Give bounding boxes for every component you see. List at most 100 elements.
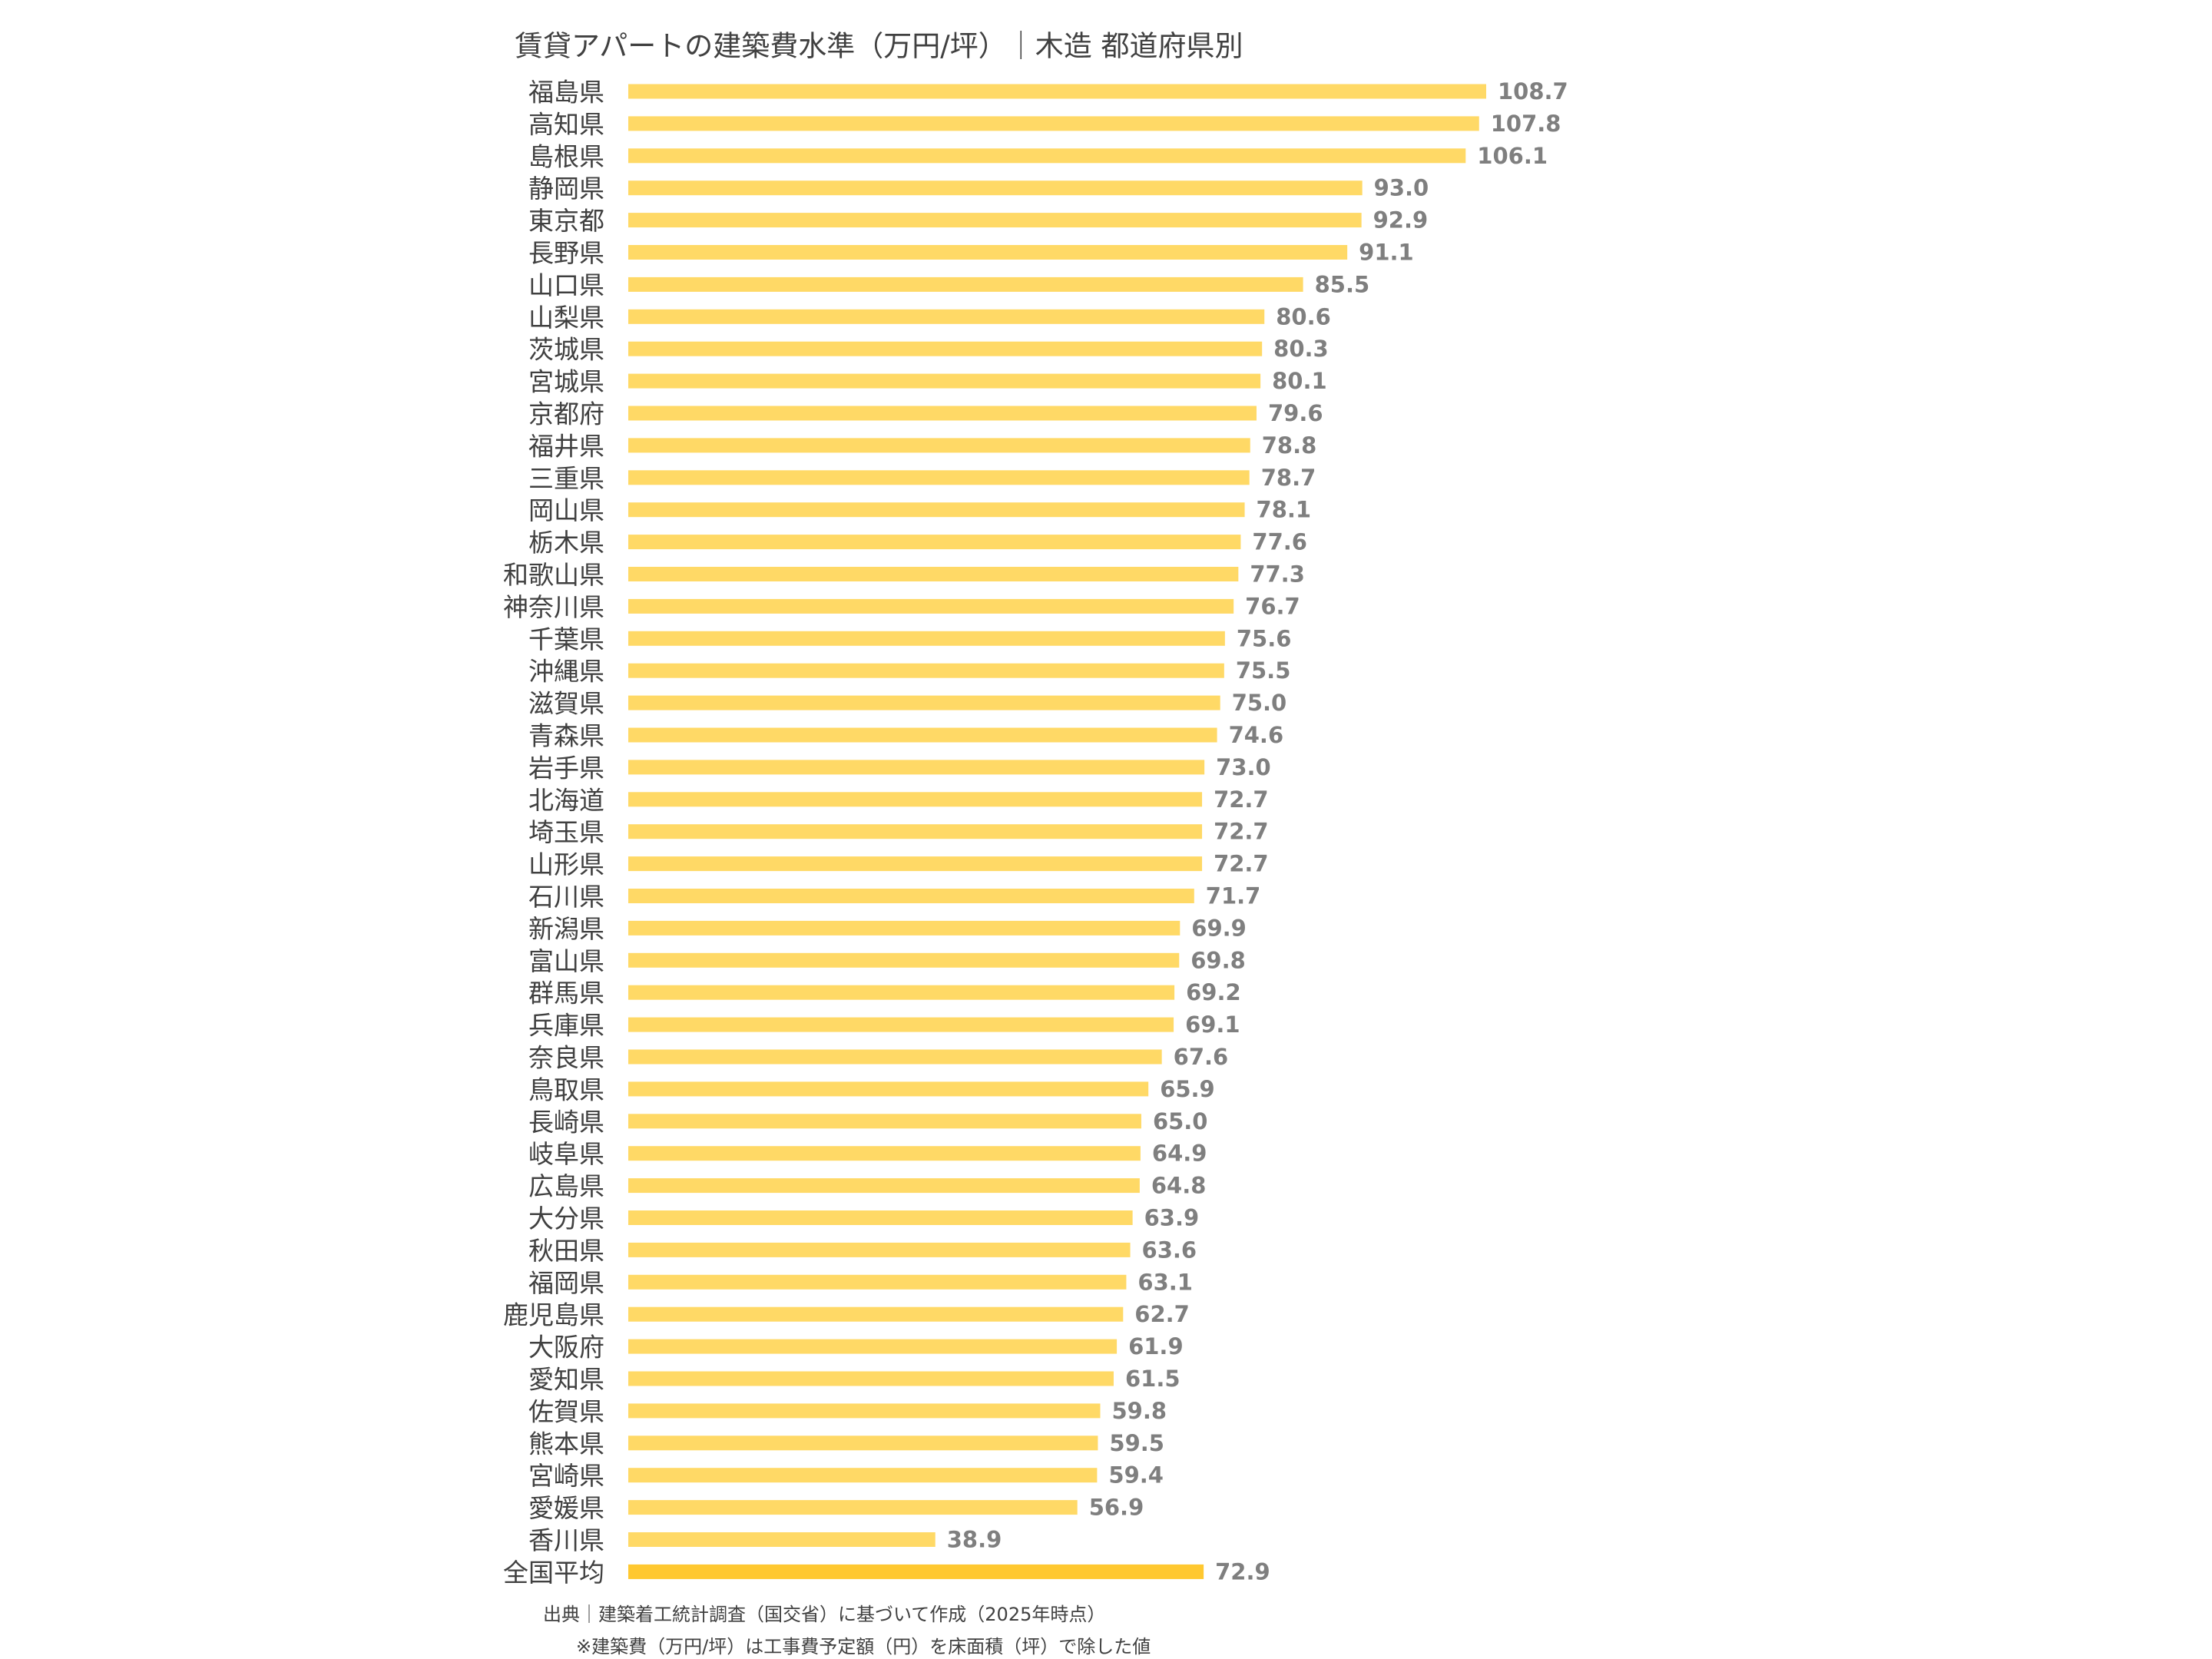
category-label: 山梨県	[528, 303, 604, 333]
bar	[628, 309, 1265, 324]
value-label: 72.7	[1214, 819, 1269, 845]
category-label: 富山県	[528, 946, 604, 976]
bar	[628, 824, 1203, 839]
value-label: 77.6	[1252, 529, 1307, 555]
bar	[628, 470, 1250, 485]
category-label: 広島県	[528, 1171, 604, 1201]
category-label: 和歌山県	[503, 560, 604, 590]
category-label: 鳥取県	[528, 1075, 604, 1104]
value-label: 108.7	[1498, 78, 1568, 104]
value-label: 78.8	[1262, 432, 1317, 459]
category-label: 東京都	[528, 206, 604, 236]
category-label: 熊本県	[528, 1429, 604, 1459]
category-label: 長野県	[528, 238, 604, 268]
bar	[628, 985, 1175, 1000]
value-label: 64.9	[1152, 1141, 1207, 1167]
category-label: 静岡県	[528, 174, 604, 204]
bar	[628, 695, 1220, 710]
category-label: 宮崎県	[528, 1461, 604, 1491]
value-label: 76.7	[1245, 593, 1300, 619]
category-label: 奈良県	[528, 1043, 604, 1073]
bar	[628, 1500, 1078, 1515]
value-label: 75.0	[1232, 690, 1287, 716]
bar	[628, 1371, 1114, 1386]
value-label: 69.9	[1191, 915, 1247, 941]
value-label: 69.2	[1186, 979, 1241, 1005]
value-label: 67.6	[1174, 1044, 1229, 1070]
bar	[628, 952, 1180, 968]
category-label: 大阪府	[528, 1333, 604, 1363]
category-label: 群馬県	[528, 979, 604, 1008]
bar	[628, 276, 1303, 292]
value-label: 79.6	[1268, 400, 1323, 426]
category-label: 長崎県	[528, 1107, 604, 1137]
value-label: 38.9	[947, 1527, 1002, 1553]
value-label: 78.1	[1257, 497, 1312, 523]
bar	[628, 1564, 1204, 1579]
bar	[628, 341, 1263, 356]
value-label: 59.4	[1108, 1462, 1164, 1488]
bar	[628, 1403, 1101, 1419]
value-label: 69.8	[1190, 947, 1246, 973]
value-label: 75.5	[1236, 657, 1291, 684]
footnote: ※建築費（万円/坪）は工事費予定額（円）を床面積（坪）で除した値	[576, 1636, 1151, 1657]
category-label: 岐阜県	[528, 1139, 604, 1169]
category-label: 鹿児島県	[503, 1300, 604, 1330]
value-label: 77.3	[1250, 561, 1305, 588]
bar	[628, 598, 1234, 614]
bar	[628, 792, 1203, 807]
bar	[628, 727, 1217, 743]
bar	[628, 502, 1245, 518]
category-label: 福島県	[528, 78, 604, 108]
category-label: 岡山県	[528, 495, 604, 525]
value-label: 80.3	[1273, 336, 1329, 362]
category-label: 兵庫県	[528, 1011, 604, 1041]
bar	[628, 1081, 1149, 1097]
bar	[628, 148, 1466, 164]
bar	[628, 760, 1205, 775]
value-label: 69.1	[1185, 1012, 1240, 1038]
value-label: 80.1	[1272, 368, 1327, 394]
category-label: 京都府	[528, 399, 604, 429]
value-label: 74.6	[1229, 722, 1284, 748]
value-label: 65.0	[1153, 1108, 1208, 1134]
category-label: 三重県	[528, 463, 604, 493]
category-label: 神奈川県	[503, 592, 604, 622]
value-label: 73.0	[1216, 754, 1271, 780]
value-label: 91.1	[1359, 240, 1414, 266]
category-label: 全国平均	[503, 1558, 604, 1588]
bar	[628, 373, 1261, 389]
category-label: 千葉県	[528, 624, 604, 654]
category-label: 山形県	[528, 849, 604, 879]
value-label: 64.8	[1151, 1173, 1207, 1199]
bar	[628, 1049, 1162, 1065]
category-label: 福岡県	[528, 1268, 604, 1298]
bar	[628, 1146, 1141, 1161]
category-label: 大分県	[528, 1204, 604, 1233]
value-label: 80.6	[1276, 303, 1331, 329]
category-label: 愛媛県	[528, 1493, 604, 1523]
value-label: 63.6	[1142, 1237, 1197, 1263]
value-label: 72.7	[1214, 851, 1269, 877]
bar	[628, 1532, 935, 1547]
value-label: 65.9	[1160, 1076, 1215, 1102]
bar	[628, 1114, 1141, 1129]
bar	[628, 1210, 1133, 1225]
category-label: 香川県	[528, 1525, 604, 1555]
bar	[628, 213, 1362, 228]
category-label: 新潟県	[528, 914, 604, 944]
value-label: 92.9	[1373, 207, 1429, 233]
bar	[628, 1339, 1118, 1354]
category-label: 福井県	[528, 431, 604, 461]
category-label: 茨城県	[528, 335, 604, 365]
value-label: 85.5	[1315, 271, 1370, 297]
bar	[628, 1306, 1124, 1322]
bar	[628, 116, 1479, 131]
value-label: 63.1	[1137, 1269, 1193, 1295]
category-label: 滋賀県	[528, 689, 604, 719]
bar	[628, 1468, 1098, 1483]
value-label: 72.7	[1214, 786, 1269, 813]
category-label: 愛知県	[528, 1365, 604, 1395]
bar	[628, 180, 1363, 196]
bar	[628, 889, 1194, 903]
